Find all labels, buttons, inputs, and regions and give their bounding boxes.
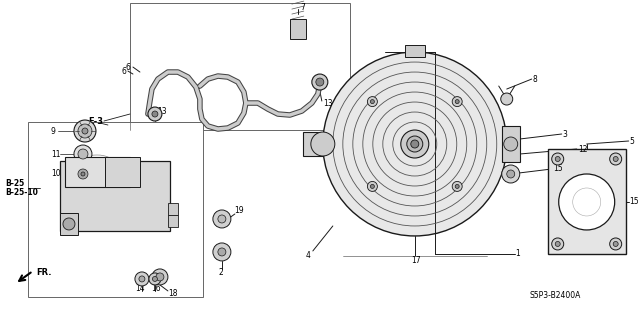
Circle shape — [502, 165, 520, 183]
Bar — [168, 215, 178, 227]
Circle shape — [152, 111, 158, 117]
Text: FR.: FR. — [36, 269, 51, 278]
Bar — [290, 19, 306, 39]
Circle shape — [78, 149, 88, 159]
Circle shape — [148, 107, 162, 121]
Circle shape — [367, 97, 378, 107]
Circle shape — [367, 182, 378, 191]
Text: 8: 8 — [532, 75, 538, 84]
Bar — [303, 132, 323, 156]
Text: 17: 17 — [411, 256, 420, 265]
Circle shape — [613, 241, 618, 247]
Text: 1: 1 — [515, 249, 520, 258]
Circle shape — [74, 145, 92, 163]
Circle shape — [156, 273, 164, 281]
Circle shape — [559, 174, 614, 230]
Circle shape — [218, 215, 226, 223]
Text: 18: 18 — [168, 289, 177, 299]
Circle shape — [213, 210, 231, 228]
Text: 13: 13 — [323, 99, 332, 108]
Circle shape — [407, 136, 423, 152]
Text: 11: 11 — [51, 150, 60, 159]
Text: E-3: E-3 — [88, 116, 103, 125]
Bar — [60, 213, 78, 235]
Circle shape — [63, 218, 75, 230]
Circle shape — [552, 153, 564, 165]
Text: 4: 4 — [305, 251, 310, 260]
Circle shape — [507, 170, 515, 178]
Text: 13: 13 — [157, 107, 166, 115]
Circle shape — [613, 157, 618, 161]
Circle shape — [74, 165, 92, 183]
Bar — [404, 45, 425, 57]
Circle shape — [401, 130, 429, 158]
Circle shape — [78, 169, 88, 179]
Bar — [60, 161, 170, 231]
Circle shape — [81, 172, 85, 176]
Circle shape — [371, 184, 374, 189]
Bar — [502, 126, 520, 162]
Bar — [105, 157, 140, 187]
Circle shape — [411, 140, 419, 148]
Bar — [65, 157, 130, 187]
Circle shape — [152, 277, 157, 281]
Circle shape — [610, 238, 621, 250]
Text: 7: 7 — [300, 3, 305, 11]
Circle shape — [74, 120, 96, 142]
Circle shape — [78, 124, 92, 138]
Bar — [548, 149, 626, 254]
Circle shape — [504, 137, 518, 151]
Text: 6: 6 — [126, 63, 131, 71]
Text: 16: 16 — [151, 285, 161, 293]
Circle shape — [312, 74, 328, 90]
Circle shape — [552, 238, 564, 250]
Circle shape — [455, 100, 459, 104]
Circle shape — [556, 241, 560, 247]
Text: 5: 5 — [630, 137, 634, 145]
Circle shape — [323, 52, 507, 236]
Circle shape — [82, 128, 88, 134]
Text: 9: 9 — [51, 127, 56, 136]
Circle shape — [218, 248, 226, 256]
Text: 2: 2 — [219, 269, 223, 278]
Bar — [28, 122, 203, 297]
Circle shape — [152, 269, 168, 285]
Bar — [168, 203, 178, 215]
Circle shape — [311, 132, 335, 156]
Circle shape — [149, 273, 161, 285]
Text: 14: 14 — [135, 285, 145, 293]
Circle shape — [371, 100, 374, 104]
Circle shape — [452, 97, 462, 107]
Circle shape — [455, 184, 459, 189]
Text: B-25-10: B-25-10 — [5, 189, 38, 197]
Circle shape — [452, 182, 462, 191]
Circle shape — [500, 93, 513, 105]
Circle shape — [135, 272, 149, 286]
Bar — [130, 3, 350, 130]
Circle shape — [316, 78, 324, 86]
Circle shape — [139, 276, 145, 282]
Text: S5P3-B2400A: S5P3-B2400A — [530, 292, 581, 300]
Circle shape — [610, 153, 621, 165]
Circle shape — [213, 243, 231, 261]
Text: 3: 3 — [563, 130, 568, 138]
Text: 10: 10 — [51, 169, 61, 179]
Text: 6: 6 — [122, 67, 127, 76]
Text: 12: 12 — [578, 145, 588, 153]
Text: B-25: B-25 — [5, 180, 24, 189]
Text: 15: 15 — [630, 197, 639, 206]
Text: 15: 15 — [553, 165, 563, 174]
Text: 19: 19 — [234, 206, 243, 215]
Circle shape — [556, 157, 560, 161]
